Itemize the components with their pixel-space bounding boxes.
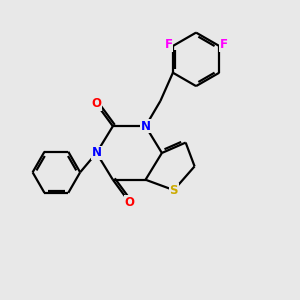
Text: N: N	[140, 120, 151, 133]
Text: F: F	[220, 38, 228, 51]
Text: S: S	[169, 184, 178, 196]
Text: O: O	[92, 98, 101, 110]
Text: F: F	[164, 38, 172, 51]
Text: N: N	[92, 146, 101, 160]
Text: O: O	[124, 196, 134, 208]
